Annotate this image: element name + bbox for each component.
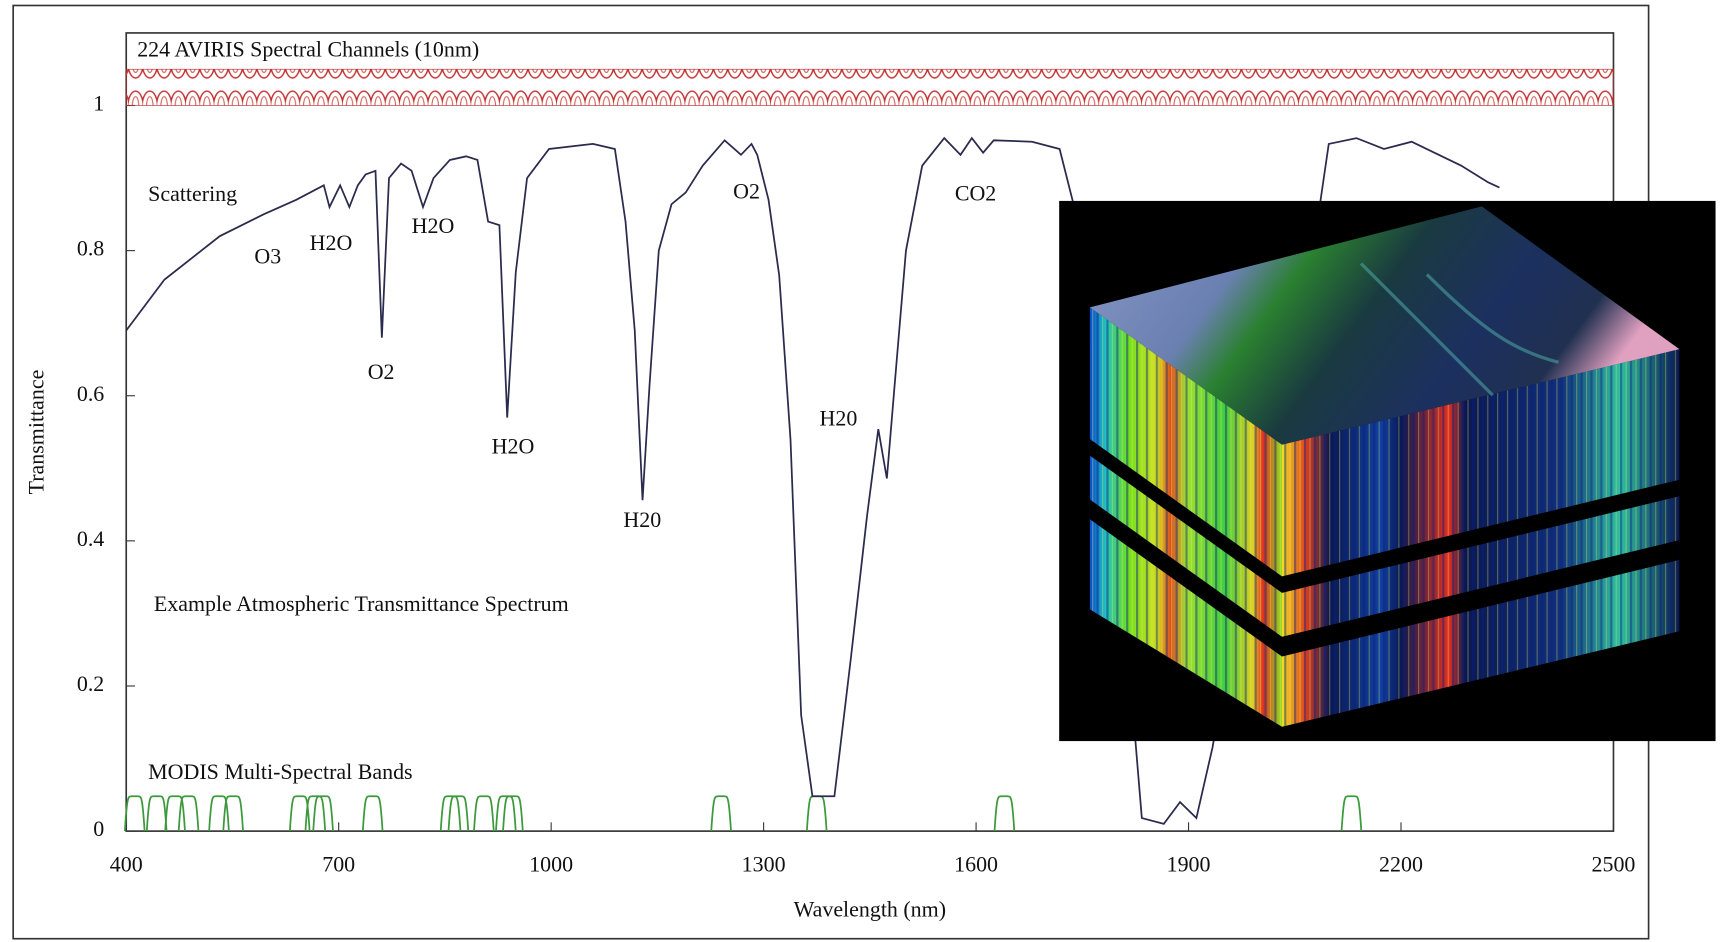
annotation: H2O bbox=[310, 230, 353, 255]
modis-band bbox=[995, 796, 1015, 831]
modis-band bbox=[363, 796, 383, 831]
modis-band bbox=[223, 796, 243, 831]
annotation: O3 bbox=[254, 244, 281, 269]
x-axis-label: Wavelength (nm) bbox=[794, 896, 946, 921]
modis-band bbox=[807, 796, 827, 831]
y-tick-label: 0.8 bbox=[77, 236, 104, 261]
hyperspectral-cube-inset bbox=[1059, 201, 1715, 741]
modis-band bbox=[147, 796, 167, 831]
modis-band bbox=[179, 796, 199, 831]
x-tick-label: 1000 bbox=[529, 851, 573, 876]
y-axis-label: Transmittance bbox=[23, 370, 48, 495]
y-tick-label: 0 bbox=[93, 816, 104, 841]
modis-label: MODIS Multi-Spectral Bands bbox=[148, 759, 412, 784]
x-tick-label: 1300 bbox=[742, 851, 786, 876]
figure: 400 700 1000 1300 1600 1900 2200 2500 0 0.2 0.4 0.6… bbox=[13, 5, 1715, 938]
x-tick-label: 400 bbox=[110, 851, 143, 876]
annotation: H2O bbox=[492, 434, 535, 459]
y-tick-label: 0.6 bbox=[77, 381, 104, 406]
aviris-channel-band bbox=[126, 69, 1613, 105]
chart: 400 700 1000 1300 1600 1900 2200 2500 0 0.2 0.4 0.6… bbox=[0, 0, 1721, 942]
annotation: O2 bbox=[368, 359, 395, 384]
x-tick-label: 2500 bbox=[1592, 851, 1636, 876]
annotation: Scattering bbox=[148, 181, 237, 206]
modis-band bbox=[474, 796, 494, 831]
y-tick-label: 1 bbox=[93, 91, 104, 116]
x-tick-label: 2200 bbox=[1379, 851, 1423, 876]
annotation: H20 bbox=[623, 507, 661, 532]
modis-band bbox=[711, 796, 731, 831]
annotation: H20 bbox=[820, 405, 858, 430]
annotation: H2O bbox=[412, 213, 455, 238]
modis-band bbox=[1342, 796, 1362, 831]
aviris-label: 224 AVIRIS Spectral Channels (10nm) bbox=[137, 37, 479, 62]
annotation: Example Atmospheric Transmittance Spectr… bbox=[154, 591, 569, 616]
x-tick-label: 700 bbox=[322, 851, 355, 876]
annotation: CO2 bbox=[955, 181, 996, 206]
y-tick-label: 0.4 bbox=[77, 526, 104, 551]
modis-band bbox=[125, 796, 145, 831]
x-tick-label: 1600 bbox=[954, 851, 998, 876]
annotation: O2 bbox=[733, 178, 760, 203]
y-tick-label: 0.2 bbox=[77, 671, 104, 696]
x-tick-label: 1900 bbox=[1167, 851, 1211, 876]
